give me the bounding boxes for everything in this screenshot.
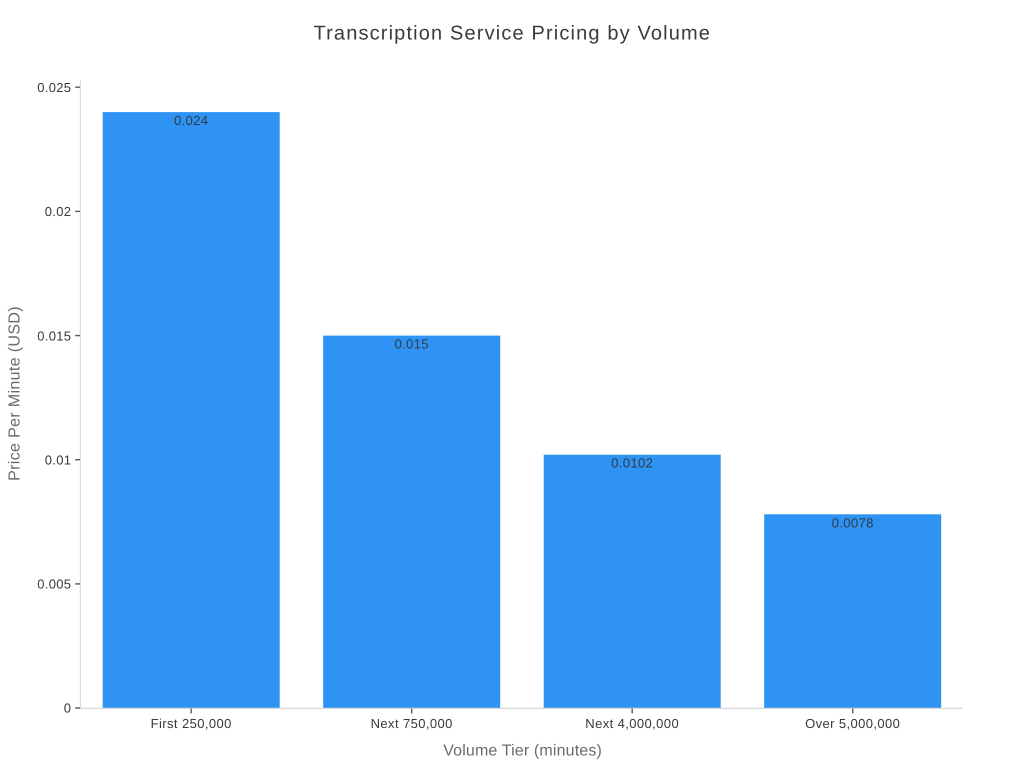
svg-text:0.015: 0.015 <box>394 337 429 352</box>
svg-text:Over 5,000,000: Over 5,000,000 <box>805 716 900 731</box>
svg-text:0.02: 0.02 <box>45 204 72 219</box>
svg-text:Next 4,000,000: Next 4,000,000 <box>585 716 679 731</box>
svg-text:0.01: 0.01 <box>45 452 72 467</box>
svg-text:0: 0 <box>64 701 72 716</box>
svg-text:Next 750,000: Next 750,000 <box>371 716 453 731</box>
svg-text:0.025: 0.025 <box>37 80 71 95</box>
svg-text:Transcription Service Pricing: Transcription Service Pricing by Volume <box>314 22 712 44</box>
svg-text:0.015: 0.015 <box>37 328 71 343</box>
svg-text:0.024: 0.024 <box>174 113 209 128</box>
svg-text:First 250,000: First 250,000 <box>151 716 232 731</box>
svg-text:0.0102: 0.0102 <box>611 456 653 471</box>
svg-text:0.0078: 0.0078 <box>832 515 874 530</box>
svg-text:0.005: 0.005 <box>37 577 71 592</box>
svg-text:Volume Tier (minutes): Volume Tier (minutes) <box>443 743 602 760</box>
svg-text:Price Per Minute (USD): Price Per Minute (USD) <box>6 306 23 481</box>
